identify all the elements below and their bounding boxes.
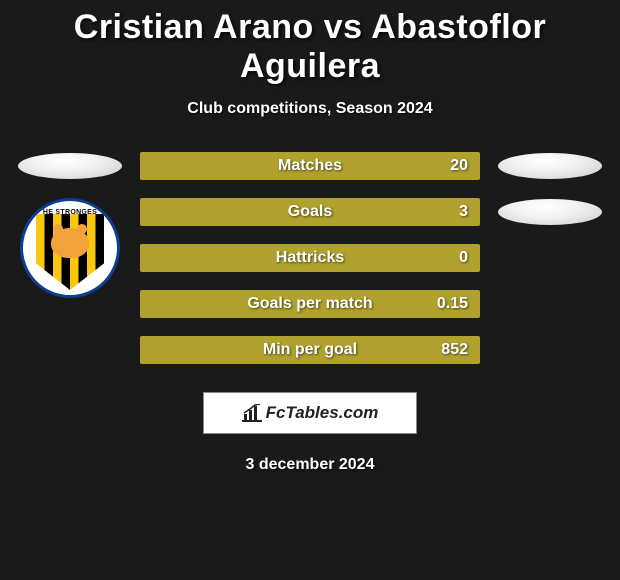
stat-label: Min per goal <box>263 341 357 359</box>
right-column <box>490 152 610 226</box>
player-placeholder-right-2 <box>498 199 602 225</box>
stat-bar-goals-per-match: Goals per match 0.15 <box>140 290 480 318</box>
stat-bar-matches: Matches 20 <box>140 152 480 180</box>
stat-bar-min-per-goal: Min per goal 852 <box>140 336 480 364</box>
subtitle: Club competitions, Season 2024 <box>0 100 620 118</box>
stat-value: 0.15 <box>437 295 468 313</box>
stat-label: Goals <box>288 203 332 221</box>
tiger-icon <box>51 228 89 258</box>
stat-value: 20 <box>450 157 468 175</box>
date: 3 december 2024 <box>0 456 620 474</box>
brand-text: FcTables.com <box>266 403 379 423</box>
title: Cristian Arano vs Abastoflor Aguilera <box>0 8 620 86</box>
stat-value: 3 <box>459 203 468 221</box>
player-placeholder-left <box>18 153 122 179</box>
stats-block: HE STRONGES Matches 20 <box>0 152 620 364</box>
chart-icon <box>242 404 262 422</box>
stat-label: Goals per match <box>247 295 372 313</box>
club-crest-strongest: HE STRONGES <box>20 198 120 298</box>
player-placeholder-right-1 <box>498 153 602 179</box>
stat-value: 0 <box>459 249 468 267</box>
stat-label: Matches <box>278 157 342 175</box>
left-column: HE STRONGES <box>10 152 130 298</box>
stat-bar-goals: Goals 3 <box>140 198 480 226</box>
stats-card: Cristian Arano vs Abastoflor Aguilera Cl… <box>0 0 620 474</box>
brand-box: FcTables.com <box>203 392 417 434</box>
stat-value: 852 <box>441 341 468 359</box>
stat-label: Hattricks <box>276 249 344 267</box>
crest-shield <box>36 214 104 290</box>
stat-bar-hattricks: Hattricks 0 <box>140 244 480 272</box>
stat-bars: Matches 20 Goals 3 Hattricks 0 <box>140 152 480 364</box>
